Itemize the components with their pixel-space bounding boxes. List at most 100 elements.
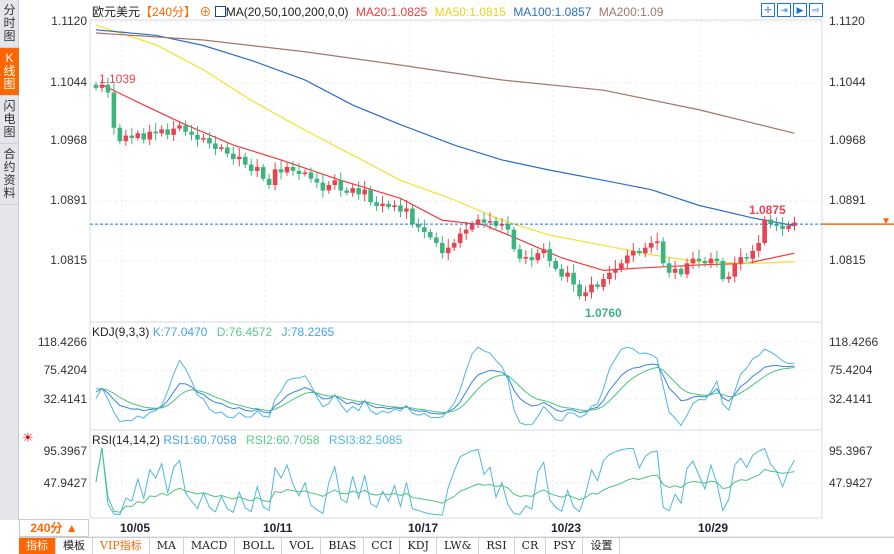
candle-body — [404, 208, 409, 212]
candle-body — [517, 249, 523, 259]
exit-tool-icon[interactable]: ⇨ — [809, 3, 823, 17]
price-tick: 1.1044 — [50, 75, 87, 89]
tab-lwr[interactable]: LW& — [437, 538, 480, 554]
sidebar-item-kline[interactable]: K线图 — [0, 48, 19, 96]
candle-body — [708, 258, 714, 264]
candle-body — [451, 242, 457, 248]
candle-body — [153, 131, 158, 134]
candle-body — [410, 208, 415, 225]
candle-body — [93, 84, 99, 88]
tab-psy[interactable]: PSY — [546, 538, 584, 554]
tab-rsi[interactable]: RSI — [479, 538, 515, 554]
sidebar-item-flash[interactable]: 闪电图 — [0, 96, 19, 144]
candle-body — [768, 219, 773, 225]
sidebar-item-timeshare[interactable]: 分时图 — [0, 0, 19, 48]
crosshair-icon[interactable]: ⊕ — [199, 5, 212, 19]
ma-chart-icon[interactable] — [214, 6, 226, 17]
tab-vol[interactable]: VOL — [282, 538, 322, 554]
kdj-k-line — [95, 363, 795, 415]
candle-body — [648, 242, 654, 248]
tab-indicators[interactable]: 指标 — [19, 538, 56, 554]
rsi-tick-right: 95.3967 — [829, 444, 873, 458]
candle-body — [529, 257, 535, 261]
tab-ma[interactable]: MA — [150, 538, 184, 554]
price-tick-right: 1.0891 — [829, 193, 866, 207]
rsi-legend: RSI(14,14,2) RSI1:60.7058 RSI2:60.7058 R… — [92, 433, 402, 447]
price-tick: 1.0968 — [50, 133, 87, 147]
candle-body — [326, 184, 332, 191]
candle-body — [732, 263, 738, 277]
crosshair-tool-icon[interactable]: ✛ — [761, 3, 775, 17]
candle-body — [744, 257, 750, 259]
kdj-tick-right: 118.4266 — [829, 335, 879, 349]
candle-body — [720, 260, 726, 280]
indicator-tabbar: 指标 模板 VIP指标 MA MACD BOLL VOL BIAS CCI KD… — [19, 537, 894, 554]
candle-body — [475, 219, 481, 225]
tab-templates[interactable]: 模板 — [56, 538, 93, 554]
candle-body — [117, 127, 123, 142]
date-tick: 10/29 — [698, 521, 729, 535]
period-selector[interactable]: 240分 ▲ — [19, 519, 89, 537]
tab-cci[interactable]: CCI — [364, 538, 401, 554]
candle-body — [762, 219, 767, 243]
candle-body — [511, 229, 517, 250]
candle-body — [296, 170, 302, 175]
candle-body — [242, 156, 248, 165]
price-tick-right: 1.1120 — [829, 14, 865, 28]
price-tick: 1.1120 — [51, 14, 87, 28]
candle-body — [219, 147, 224, 149]
candle-body — [792, 222, 797, 226]
tab-vip-indicators[interactable]: VIP指标 — [93, 538, 150, 554]
rsi-title: RSI(14,14,2) — [92, 433, 161, 447]
candle-body — [183, 125, 188, 132]
sidebar-item-contract[interactable]: 合约资料 — [0, 144, 19, 205]
candle-body — [236, 156, 242, 160]
sun-settings-icon[interactable]: ☀ — [22, 430, 34, 445]
candle-body — [487, 221, 493, 223]
candle-body — [332, 180, 338, 185]
candle-body — [308, 172, 314, 179]
ma-params: MA(20,50,100,200,0,0) — [225, 5, 349, 19]
tab-cr[interactable]: CR — [515, 538, 547, 554]
candle-body — [577, 284, 582, 297]
last-price-arrow-icon: ▼ — [881, 216, 891, 227]
tab-boll[interactable]: BOLL — [235, 538, 283, 554]
candle-body — [571, 272, 576, 285]
candle-body — [553, 260, 558, 269]
range-tool-icon[interactable]: ⇥ — [777, 3, 791, 17]
candle-body — [344, 190, 350, 193]
tab-bias[interactable]: BIAS — [321, 538, 365, 554]
candle-body — [666, 263, 672, 273]
tab-kdj[interactable]: KDJ — [400, 538, 437, 554]
candle-body — [619, 263, 624, 269]
ma200-value: MA200:1.09 — [598, 5, 664, 19]
candle-body — [213, 143, 218, 149]
candle-body — [171, 128, 176, 135]
kdj-d-line — [95, 366, 795, 414]
candle-body — [595, 284, 600, 287]
candle-body — [362, 189, 367, 195]
candle-body — [565, 272, 570, 277]
ma50-value: MA50:1.0815 — [434, 5, 506, 19]
candle-body — [284, 166, 290, 173]
symbol-name: 欧元美元 — [92, 5, 141, 19]
candle-body — [433, 237, 439, 243]
candle-body — [314, 178, 320, 183]
candle-body — [374, 202, 379, 207]
candle-body — [493, 221, 499, 226]
candle-body — [207, 137, 212, 144]
candle-body — [141, 133, 147, 140]
candle-body — [774, 224, 779, 226]
candle-body — [416, 224, 421, 228]
tab-settings[interactable]: 设置 — [583, 538, 621, 554]
tab-macd[interactable]: MACD — [184, 538, 236, 554]
rsi-tick-right: 47.9427 — [829, 476, 873, 490]
kdj-tick: 118.4266 — [37, 335, 87, 349]
candle-body — [260, 166, 266, 179]
date-tick: 10/05 — [120, 521, 151, 535]
play-tool-icon[interactable]: ▶ — [793, 3, 807, 17]
price-tick: 1.0891 — [50, 193, 87, 207]
rsi2: RSI2:60.7058 — [246, 433, 320, 447]
price-tick-right: 1.1044 — [829, 75, 866, 89]
